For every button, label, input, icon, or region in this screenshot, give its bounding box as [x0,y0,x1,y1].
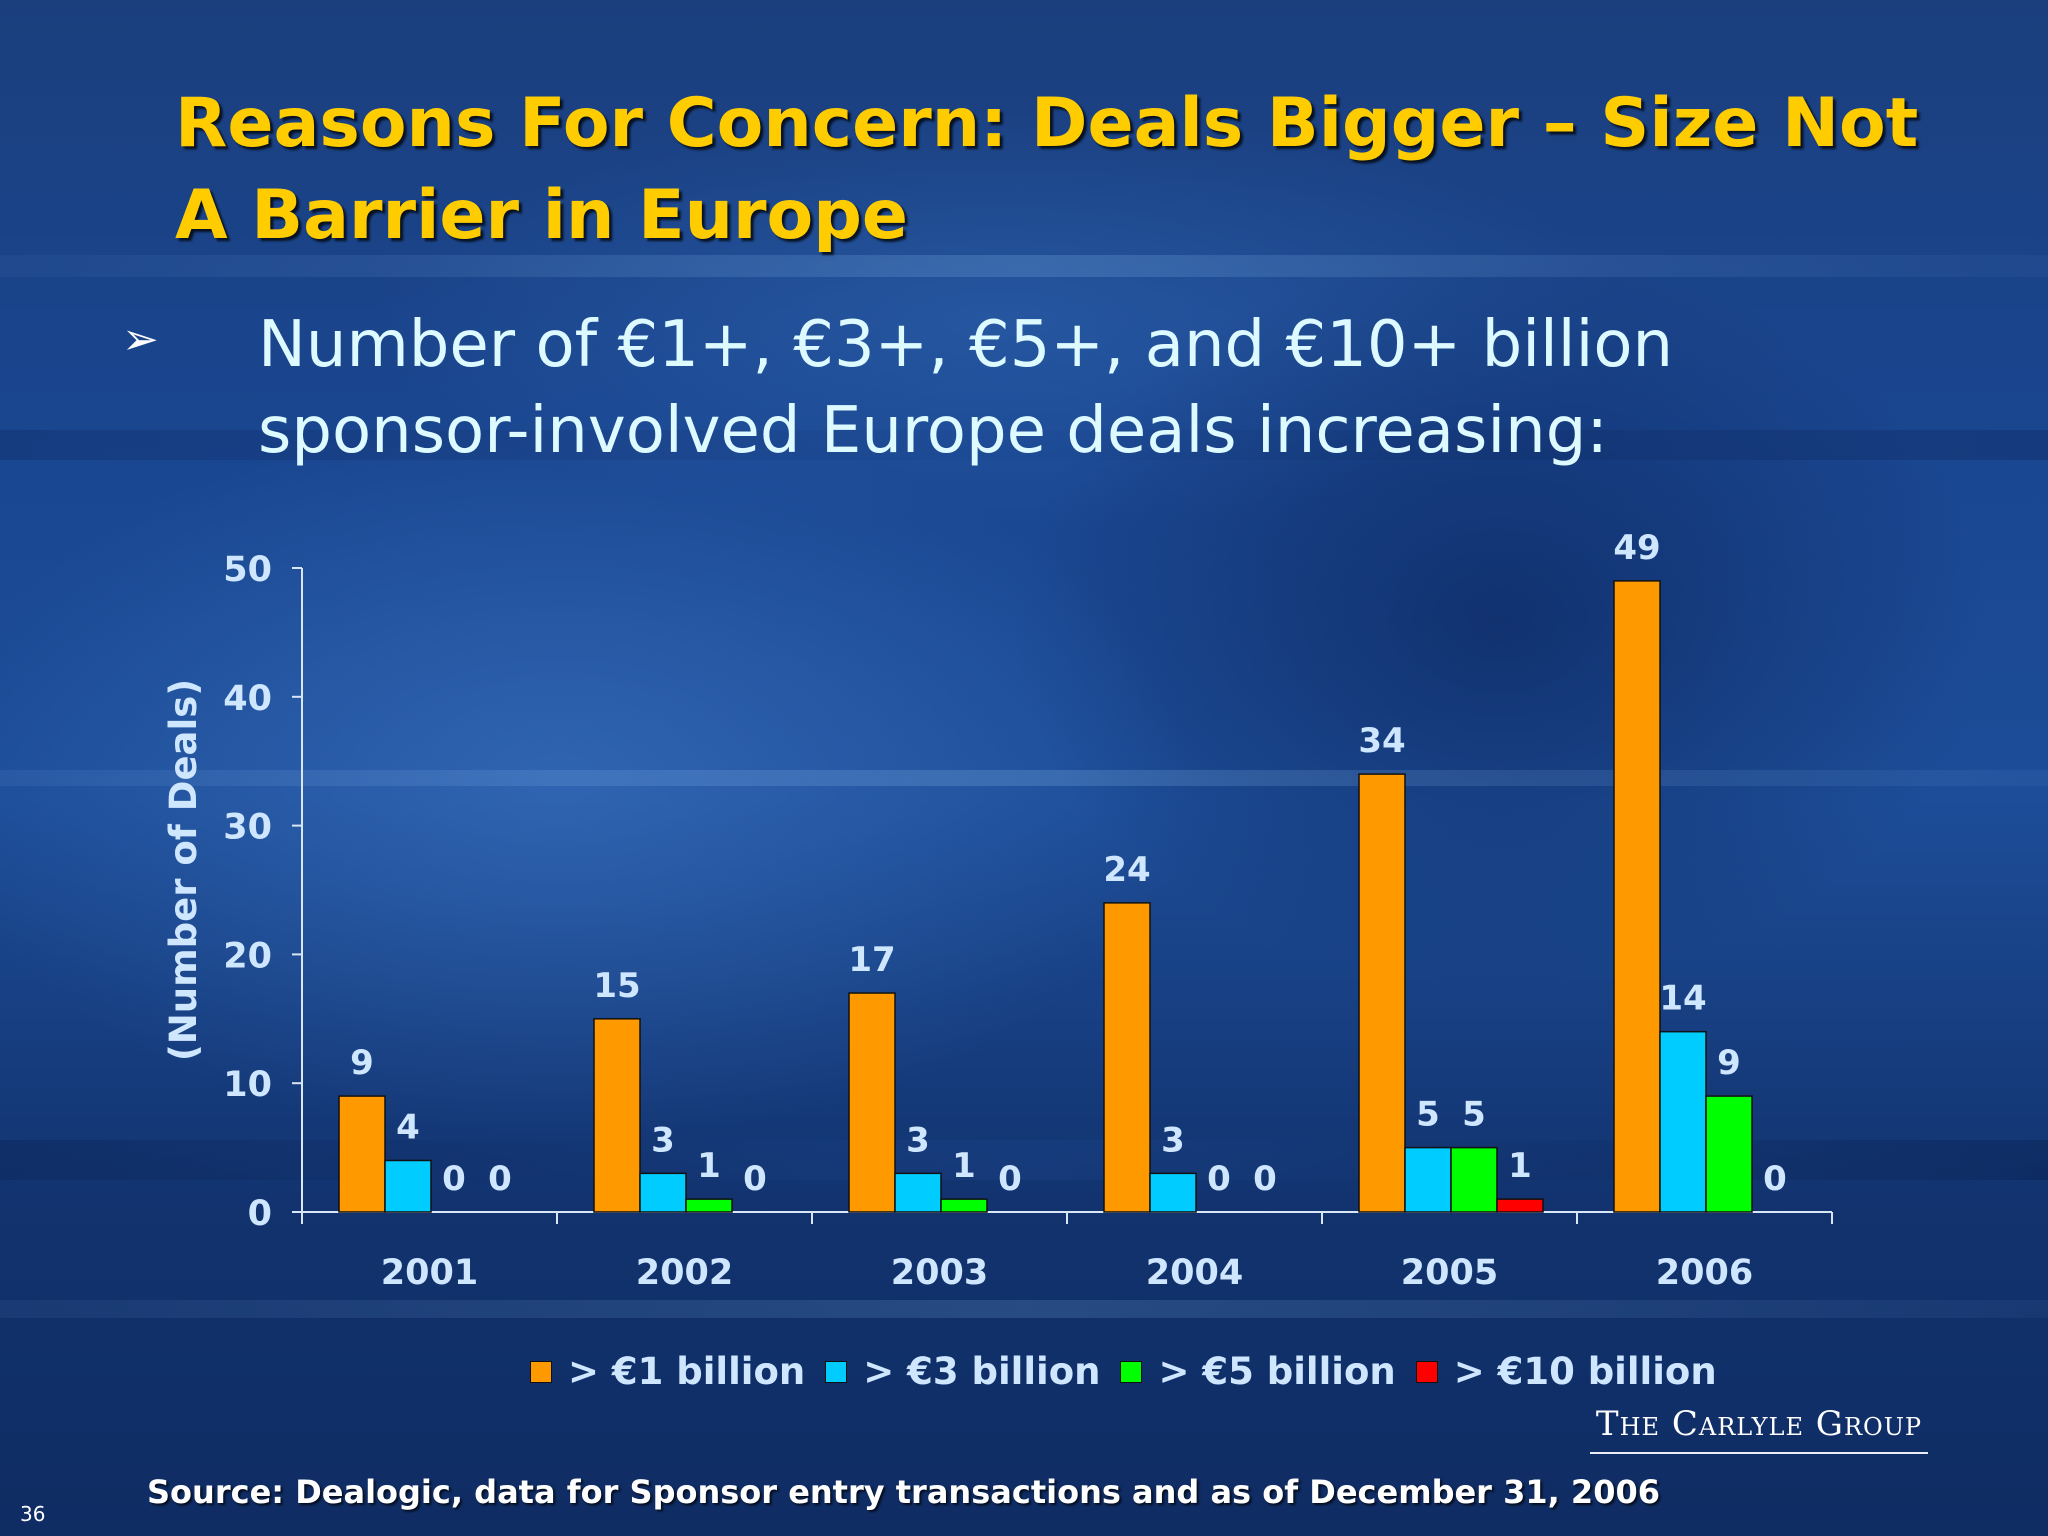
legend-label: > €3 billion [863,1350,1101,1393]
page-number: 36 [20,1502,46,1526]
bar-value-label: 0 [743,1159,767,1199]
x-labels: 2001 2002 2003 2004 2005 2006 [381,1253,1753,1293]
chart-legend: > €1 billion > €3 billion > €5 billion > €1… [530,1350,1737,1394]
bar [593,1018,641,1213]
bar-value-label: 49 [1613,528,1660,568]
bar [1496,1198,1544,1213]
y-tick-label: 20 [223,936,272,976]
bar [338,1095,386,1213]
legend-label: > €5 billion [1158,1350,1396,1393]
bar-value-label: 0 [998,1159,1022,1199]
legend-swatch [530,1361,552,1383]
x-ticks [301,1212,1833,1224]
bar-value-label: 15 [593,966,640,1006]
bar [1659,1030,1707,1213]
bar [1705,1095,1753,1213]
bar [940,1198,988,1213]
bar [639,1172,687,1213]
bar [1103,902,1151,1213]
bar [848,992,896,1213]
bar-value-label: 3 [1161,1120,1185,1160]
bar-value-label: 9 [350,1043,374,1083]
bar [1404,1146,1452,1213]
bar [1149,1172,1197,1213]
legend-item: > €1 billion [530,1350,805,1394]
bullet-arrow-icon: ➢ [122,314,159,365]
legend-swatch [1120,1361,1143,1383]
x-category-label: 2005 [1401,1253,1498,1293]
slide-title: Reasons For Concern: Deals Bigger – Size… [175,84,1919,255]
bar [894,1172,942,1213]
bar-value-label: 1 [1508,1146,1532,1186]
bar-value-label: 0 [1763,1159,1787,1199]
bar-value-label: 3 [651,1120,675,1160]
bar-value-label: 5 [1416,1095,1440,1135]
bar [1613,580,1661,1213]
bar-value-label: 0 [1253,1159,1277,1199]
bar-value-label: 0 [488,1159,512,1199]
y-tick-label: 40 [223,679,272,719]
bars [338,580,1753,1213]
legend-item: > €3 billion [825,1350,1100,1394]
x-category-label: 2001 [381,1253,478,1293]
bar-value-label: 5 [1462,1095,1486,1135]
legend-item: > €10 billion [1415,1350,1717,1394]
legend-swatch [1415,1361,1438,1383]
bar-value-label: 1 [697,1146,721,1186]
x-category-label: 2004 [1146,1253,1243,1293]
bar [1450,1146,1498,1213]
bar [685,1198,733,1213]
legend-swatch [825,1361,848,1383]
legend-label: > €10 billion [1453,1350,1717,1393]
x-category-label: 2002 [636,1253,733,1293]
y-tick-label: 0 [248,1194,272,1234]
bar-value-label: 14 [1659,979,1706,1019]
bar-value-label: 0 [1207,1159,1231,1199]
bar-value-label: 17 [848,940,895,980]
y-ticks: 0 10 20 30 40 50 [223,550,302,1234]
bar-value-label: 1 [952,1146,976,1186]
y-axis-title: (Number of Deals) [162,679,205,1061]
bar-value-label: 0 [442,1159,466,1199]
x-category-label: 2006 [1656,1253,1753,1293]
bullet-text: Number of €1+, €3+, €5+, and €10+ billio… [258,308,1674,468]
bar-value-label: 3 [906,1120,930,1160]
company-logo: The Carlyle Group [1590,1396,1928,1454]
source-note: Source: Dealogic, data for Sponsor entry… [147,1473,1660,1511]
y-tick-label: 10 [223,1065,272,1105]
x-category-label: 2003 [891,1253,988,1293]
bar [384,1159,432,1213]
bar-value-label: 24 [1103,850,1150,890]
bar [1358,773,1406,1213]
legend-item: > €5 billion [1120,1350,1396,1394]
bar-value-label: 34 [1358,721,1405,761]
y-tick-label: 50 [223,550,272,590]
legend-label: > €1 billion [568,1350,806,1393]
bar-value-label: 4 [396,1107,420,1147]
y-tick-label: 30 [223,808,272,848]
bar-value-label: 9 [1717,1043,1741,1083]
